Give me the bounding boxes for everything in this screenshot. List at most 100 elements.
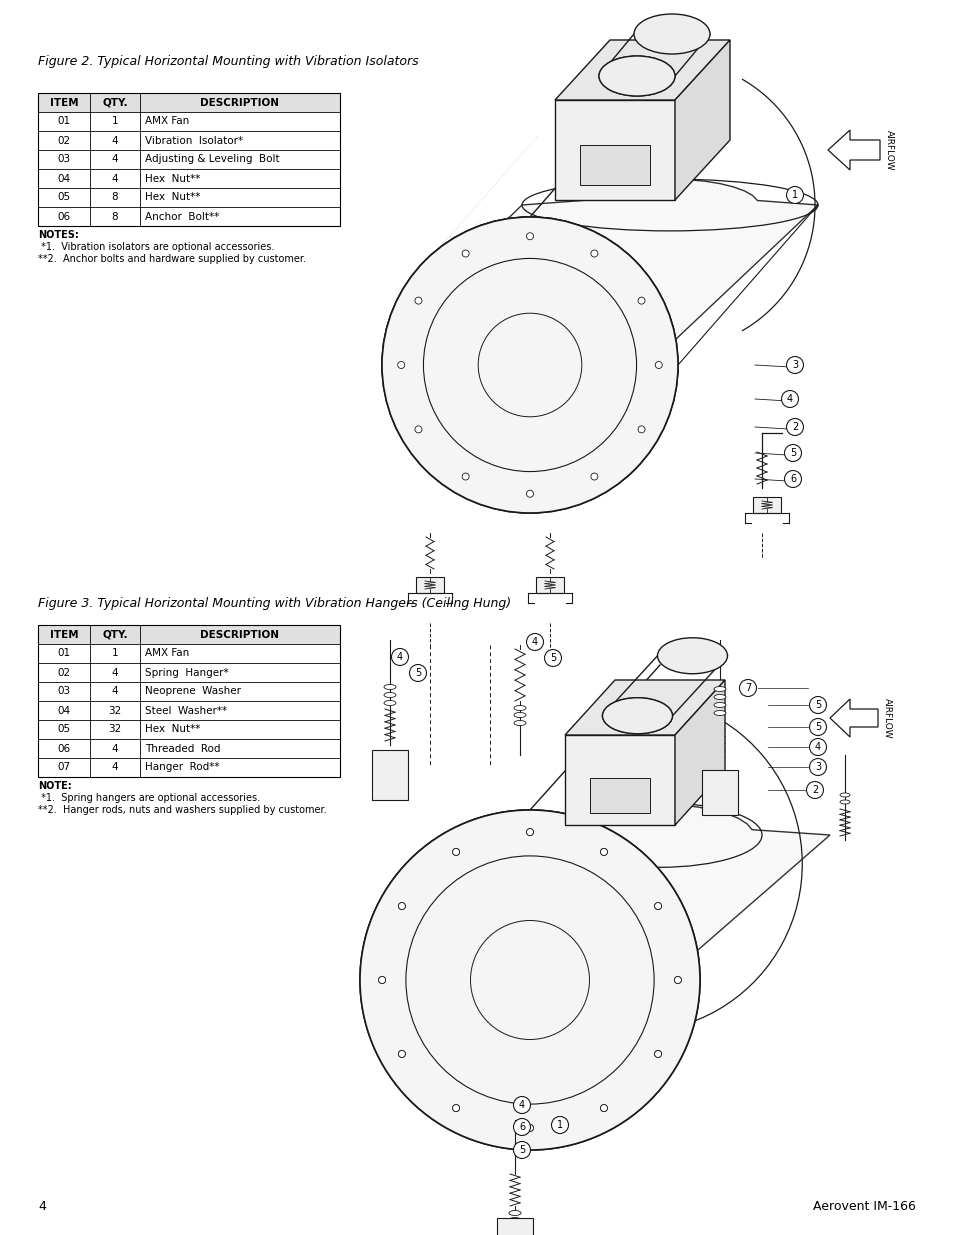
Ellipse shape (713, 687, 725, 692)
Text: 03: 03 (57, 687, 71, 697)
Circle shape (590, 249, 598, 257)
Bar (38, 93, 339, 226)
Circle shape (805, 782, 822, 799)
Text: 1: 1 (112, 648, 118, 658)
Ellipse shape (514, 720, 525, 725)
Circle shape (599, 848, 607, 856)
Text: 7: 7 (744, 683, 750, 693)
Ellipse shape (602, 698, 672, 734)
Circle shape (785, 357, 802, 373)
Circle shape (599, 1104, 607, 1112)
Text: 6: 6 (518, 1123, 524, 1132)
Bar (536, 577, 563, 593)
Bar (701, 769, 738, 815)
Circle shape (544, 650, 561, 667)
Bar (752, 496, 781, 513)
Ellipse shape (509, 1210, 520, 1215)
Text: 06: 06 (57, 211, 71, 221)
Text: 6: 6 (789, 474, 795, 484)
Text: AMX Fan: AMX Fan (145, 648, 189, 658)
Circle shape (378, 977, 385, 983)
Circle shape (785, 419, 802, 436)
Circle shape (398, 1051, 405, 1057)
Circle shape (654, 903, 660, 909)
Bar (372, 750, 408, 800)
Circle shape (513, 1097, 530, 1114)
Text: 4: 4 (112, 154, 118, 164)
Bar (589, 778, 649, 813)
Text: NOTE:: NOTE: (38, 781, 71, 790)
Polygon shape (675, 40, 729, 200)
Text: 5: 5 (814, 722, 821, 732)
Circle shape (590, 473, 598, 480)
Text: 01: 01 (57, 648, 71, 658)
Circle shape (809, 697, 825, 714)
Text: 01: 01 (57, 116, 71, 126)
Text: 3: 3 (791, 359, 798, 370)
Text: QTY.: QTY. (102, 98, 128, 107)
Text: 4: 4 (112, 173, 118, 184)
Text: Hex  Nut**: Hex Nut** (145, 193, 200, 203)
Polygon shape (384, 179, 817, 340)
Circle shape (452, 1104, 459, 1112)
Circle shape (398, 903, 405, 909)
Circle shape (359, 810, 700, 1150)
Text: Threaded  Rod: Threaded Rod (145, 743, 220, 753)
Circle shape (526, 634, 543, 651)
Ellipse shape (514, 713, 525, 718)
Text: Steel  Washer**: Steel Washer** (145, 705, 227, 715)
Bar (579, 144, 649, 185)
Text: 4: 4 (112, 667, 118, 678)
Circle shape (452, 1104, 459, 1112)
Text: 4: 4 (38, 1200, 46, 1214)
Text: Anchor  Bolt**: Anchor Bolt** (145, 211, 219, 221)
Circle shape (655, 362, 661, 368)
Circle shape (654, 1051, 660, 1057)
Circle shape (783, 445, 801, 462)
Polygon shape (362, 804, 829, 951)
Circle shape (526, 1124, 533, 1131)
Ellipse shape (598, 56, 675, 96)
Ellipse shape (384, 693, 395, 698)
Text: ITEM: ITEM (50, 630, 78, 640)
Circle shape (526, 829, 533, 836)
Text: 4: 4 (786, 394, 792, 404)
Text: 5: 5 (549, 653, 556, 663)
Text: 4: 4 (112, 743, 118, 753)
Circle shape (378, 977, 385, 983)
Circle shape (381, 217, 678, 513)
Circle shape (513, 1119, 530, 1135)
Text: AMX Fan: AMX Fan (145, 116, 189, 126)
Ellipse shape (713, 710, 725, 715)
Bar (38, 625, 339, 777)
Text: 8: 8 (112, 193, 118, 203)
Circle shape (638, 298, 644, 304)
Circle shape (739, 679, 756, 697)
Text: 02: 02 (57, 667, 71, 678)
Ellipse shape (657, 637, 727, 674)
Text: **2.  Anchor bolts and hardware supplied by customer.: **2. Anchor bolts and hardware supplied … (38, 254, 306, 264)
Text: 5: 5 (415, 668, 420, 678)
Ellipse shape (840, 793, 849, 797)
Text: DESCRIPTION: DESCRIPTION (200, 98, 279, 107)
Text: QTY.: QTY. (102, 630, 128, 640)
Text: 1: 1 (791, 190, 798, 200)
Circle shape (599, 1104, 607, 1112)
Circle shape (391, 648, 408, 666)
Text: Aerovent IM-166: Aerovent IM-166 (812, 1200, 915, 1214)
Circle shape (409, 664, 426, 682)
Text: 5: 5 (814, 700, 821, 710)
Text: 06: 06 (57, 743, 71, 753)
Text: Hanger  Rod**: Hanger Rod** (145, 762, 219, 773)
Text: 32: 32 (109, 725, 121, 735)
Text: *1.  Vibration isolators are optional accessories.: *1. Vibration isolators are optional acc… (38, 242, 274, 252)
Circle shape (397, 362, 404, 368)
Circle shape (513, 1141, 530, 1158)
Text: AIRFLOW: AIRFLOW (884, 130, 893, 170)
Text: AIRFLOW: AIRFLOW (882, 698, 891, 739)
Ellipse shape (713, 694, 725, 699)
Polygon shape (564, 680, 724, 735)
Text: 4: 4 (112, 762, 118, 773)
Text: 32: 32 (109, 705, 121, 715)
Ellipse shape (840, 800, 849, 804)
